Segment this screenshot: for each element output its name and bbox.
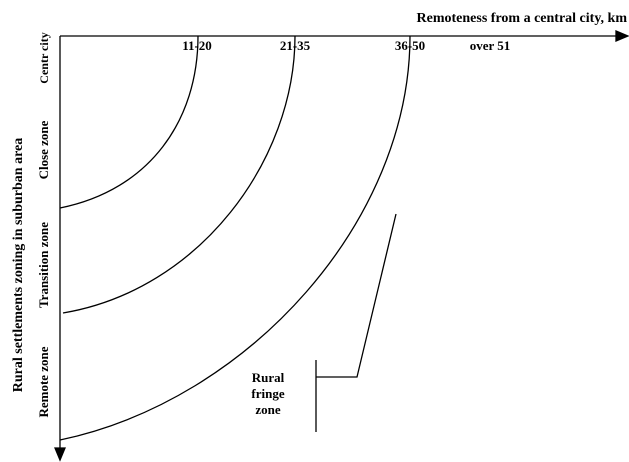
x-axis-label: Remoteness from a central city, km — [417, 11, 628, 26]
annotation: Rural — [252, 370, 285, 385]
x-tick: 11-20 — [182, 38, 212, 53]
zone-boundary — [62, 35, 296, 314]
annotation: fringe — [251, 386, 284, 401]
zone-label: Remote zone — [36, 346, 51, 417]
zone-label: Close zone — [36, 120, 51, 179]
y-axis-label: Rural settlements zoning in suburban are… — [11, 138, 26, 392]
zone-boundary — [59, 35, 199, 209]
zone-label: Centr city — [37, 32, 51, 83]
bracket — [316, 213, 397, 378]
annotation: zone — [255, 402, 281, 417]
x-tick: over 51 — [470, 38, 511, 53]
x-arrow — [615, 30, 629, 42]
zone-label: Transition zone — [36, 222, 51, 308]
zone-boundary — [59, 35, 411, 441]
y-arrow — [54, 447, 66, 462]
